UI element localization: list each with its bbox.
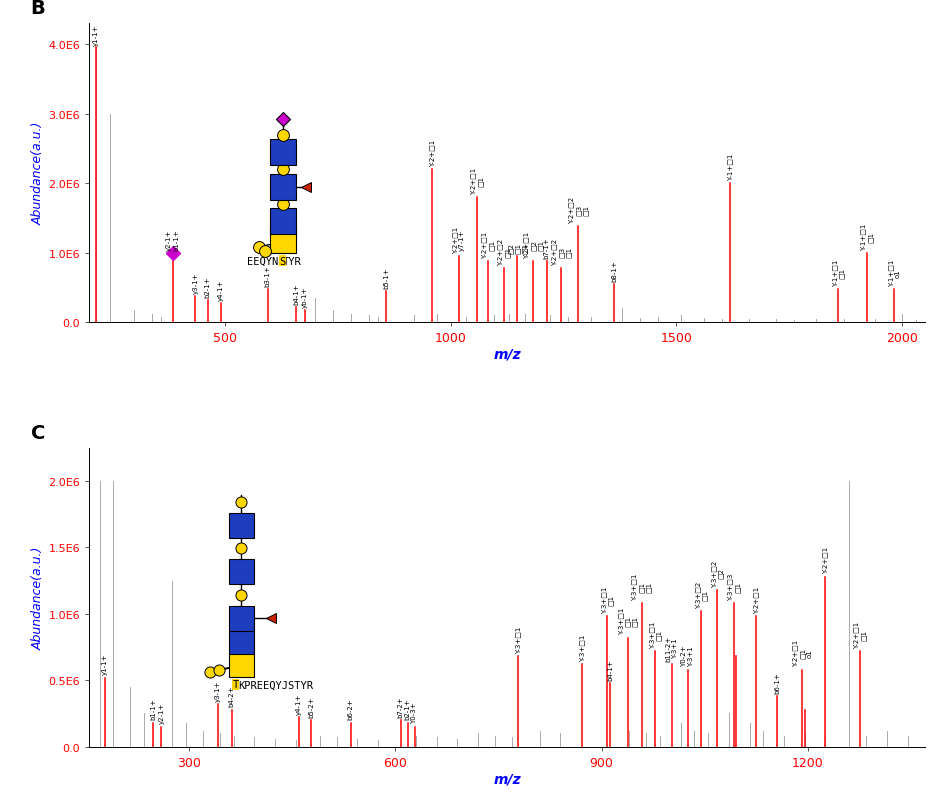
Text: Y-2+□1
□2
□1: Y-2+□1 □2 □1 bbox=[523, 231, 544, 259]
Text: b5-1+: b5-1+ bbox=[383, 267, 390, 289]
Text: C: C bbox=[31, 423, 45, 442]
Text: KPREEQYJSTYR: KPREEQYJSTYR bbox=[238, 679, 313, 690]
Text: b6-2+: b6-2+ bbox=[347, 698, 354, 719]
Text: Y-3+□3
□1: Y-3+□3 □1 bbox=[727, 573, 740, 600]
Text: Y-2+□1
y7-1+: Y-2+□1 y7-1+ bbox=[453, 226, 465, 254]
Text: Y-1+□1: Y-1+□1 bbox=[727, 153, 732, 181]
Text: b4-1+: b4-1+ bbox=[607, 658, 613, 680]
Text: y3-1+: y3-1+ bbox=[215, 679, 221, 701]
Text: Y-2+□2
□1: Y-2+□2 □1 bbox=[498, 238, 511, 266]
Text: Y-2+□1: Y-2+□1 bbox=[428, 140, 435, 167]
Text: b11-2+
Y-3+1: b11-2+ Y-3+1 bbox=[666, 635, 678, 661]
Text: Y-1+□1
□1: Y-1+□1 □1 bbox=[860, 223, 873, 251]
Text: Y-3+□1
□1: Y-3+□1 □1 bbox=[601, 586, 614, 613]
Text: Y-3+□1
□1: Y-3+□1 □1 bbox=[649, 621, 662, 648]
Text: y1-1+: y1-1+ bbox=[102, 653, 108, 675]
Text: yb-1+: yb-1+ bbox=[302, 286, 308, 308]
Text: b1-1+: b1-1+ bbox=[150, 698, 156, 719]
Text: TYR: TYR bbox=[283, 256, 301, 267]
Text: b4-2+: b4-2+ bbox=[228, 685, 235, 707]
Text: Y-2+□2
□3
□1: Y-2+□2 □3 □1 bbox=[568, 197, 589, 224]
Text: T: T bbox=[232, 679, 239, 690]
Text: b2-1+: b2-1+ bbox=[405, 698, 410, 719]
Text: b8-1+: b8-1+ bbox=[611, 260, 617, 282]
Text: y4-1+: y4-1+ bbox=[296, 693, 302, 715]
Text: Y0-2+
Y-3+1: Y0-2+ Y-3+1 bbox=[681, 645, 694, 666]
Text: Y-2+□1
□1: Y-2+□1 □1 bbox=[470, 168, 484, 195]
Text: Y-3+□1
□1
□1: Y-3+□1 □1 □1 bbox=[618, 607, 638, 634]
Text: b6-1+: b6-1+ bbox=[774, 671, 780, 693]
Text: Y-2+□1: Y-2+□1 bbox=[753, 586, 760, 613]
X-axis label: m/z: m/z bbox=[493, 772, 521, 785]
Text: S: S bbox=[279, 256, 285, 267]
Text: y1-1+: y1-1+ bbox=[93, 24, 99, 46]
Y-axis label: Abundance(a.u.): Abundance(a.u.) bbox=[31, 546, 44, 649]
X-axis label: m/z: m/z bbox=[493, 348, 521, 361]
Text: Y-3+□1: Y-3+□1 bbox=[579, 634, 585, 661]
Text: B: B bbox=[31, 0, 45, 18]
Text: Y-3+□1: Y-3+□1 bbox=[515, 626, 521, 653]
Text: Y-2+□1
□1: Y-2+□1 □1 bbox=[853, 621, 866, 648]
Text: b7-2+: b7-2+ bbox=[398, 695, 404, 717]
Text: Y-2+□1
□1: Y-2+□1 □1 bbox=[481, 231, 494, 259]
Text: Y-2+□2
□3
□1: Y-2+□2 □3 □1 bbox=[551, 238, 571, 266]
Text: EEQYN: EEQYN bbox=[247, 256, 278, 267]
Text: b5-2+: b5-2+ bbox=[308, 695, 315, 717]
Text: y3-1+: y3-1+ bbox=[192, 272, 198, 294]
Text: b3-1+: b3-1+ bbox=[265, 265, 270, 287]
Text: b4-1+: b4-1+ bbox=[293, 283, 300, 304]
Text: b7-1+: b7-1+ bbox=[544, 237, 550, 259]
Text: □2
□1
□1: □2 □1 □1 bbox=[507, 243, 528, 254]
Text: Y-3+□1
□1
□1: Y-3+□1 □1 □1 bbox=[632, 573, 652, 600]
Text: y4-1+: y4-1+ bbox=[218, 279, 224, 300]
Text: Y-1+□1
□1: Y-1+□1 □1 bbox=[832, 259, 845, 287]
Text: Y-3+□2
□2: Y-3+□2 □2 bbox=[711, 560, 724, 587]
Text: y2-1+
b1-1+: y2-1+ b1-1+ bbox=[166, 229, 179, 251]
Y-axis label: Abundance(a.u.): Abundance(a.u.) bbox=[31, 122, 44, 225]
Text: Y-3+□2
□1: Y-3+□2 □1 bbox=[695, 581, 708, 608]
Text: Y-2+□1: Y-2+□1 bbox=[823, 546, 828, 573]
Text: Y-2+□1
□1
o1: Y-2+□1 □1 o1 bbox=[793, 639, 812, 666]
Text: b2-1+: b2-1+ bbox=[205, 276, 210, 298]
Text: Y-1+□1
o1: Y-1+□1 o1 bbox=[887, 259, 901, 287]
Text: y2-1+: y2-1+ bbox=[159, 702, 164, 724]
Text: Y0-3+: Y0-3+ bbox=[411, 702, 418, 724]
